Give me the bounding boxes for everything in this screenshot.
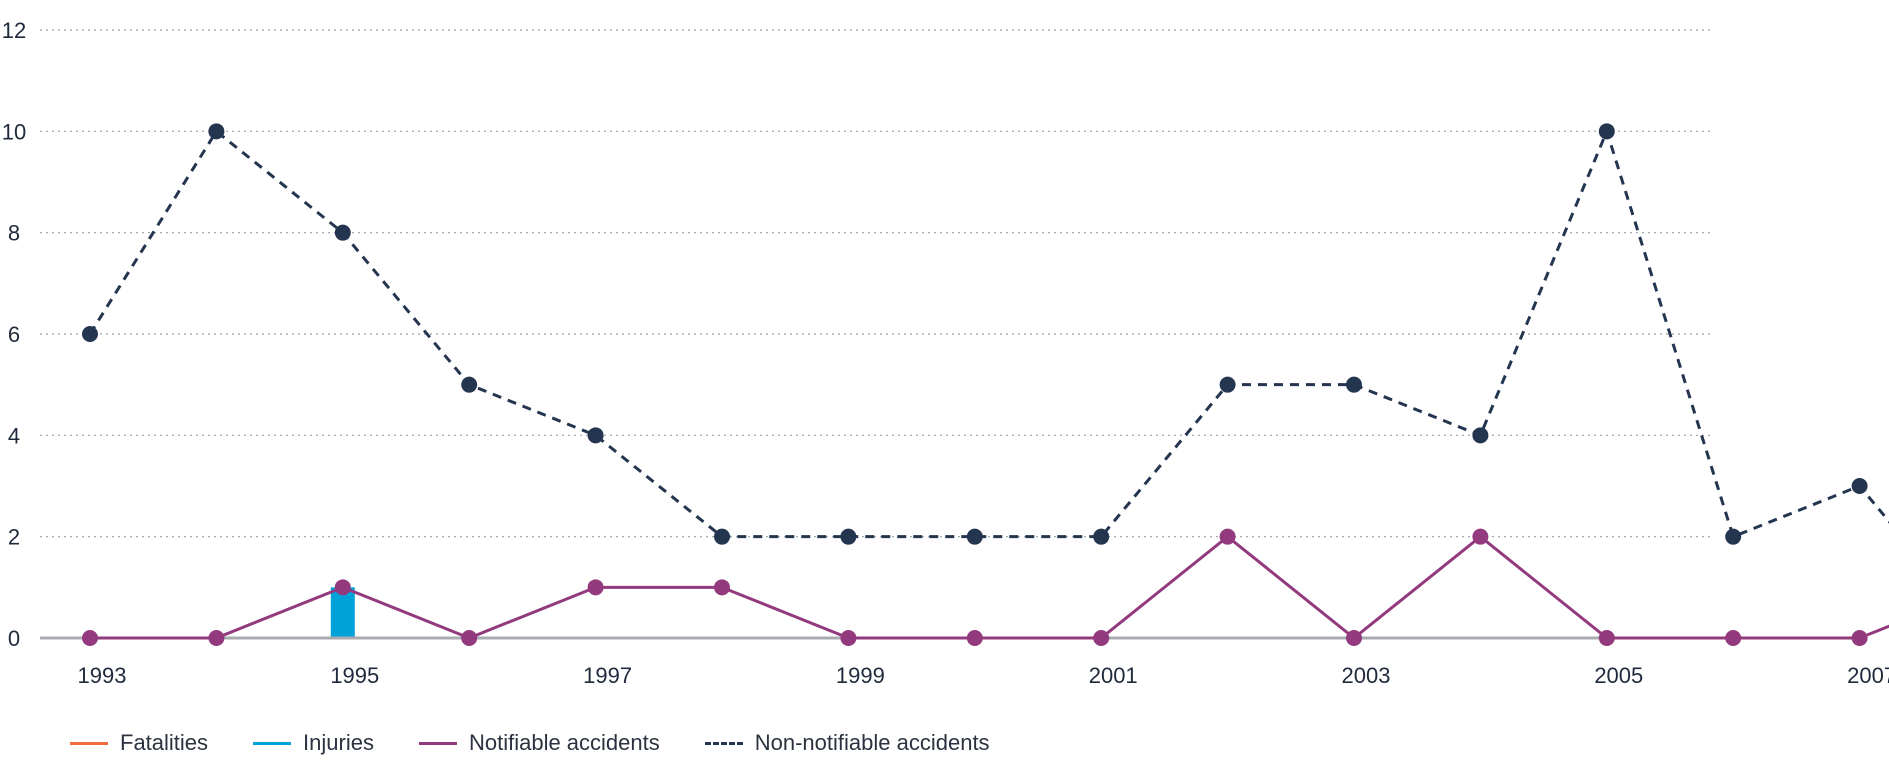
legend-swatch-notifiable-accidents — [418, 741, 457, 745]
point-notifiable-accidents — [840, 630, 857, 646]
y-tick-label: 6 — [8, 322, 20, 347]
gridlines — [40, 29, 1710, 538]
legend: Fatalities Injuries Notifiable accidents… — [70, 730, 1035, 756]
point-non-notifiable-accidents — [1219, 376, 1236, 393]
legend-label-notifiable-accidents: Notifiable accidents — [468, 730, 660, 755]
point-non-notifiable-accidents — [840, 528, 857, 545]
x-tick-label: 2003 — [1342, 663, 1391, 688]
x-tick-label: 1995 — [330, 663, 379, 688]
point-non-notifiable-accidents — [1725, 528, 1742, 545]
legend-label-non-notifiable-accidents: Non-notifiable accidents — [754, 730, 990, 755]
point-notifiable-accidents — [334, 579, 351, 596]
legend-item-injuries: Injuries — [253, 730, 374, 756]
legend-item-non-notifiable-accidents: Non-notifiable accidents — [704, 730, 990, 756]
x-tick-label: 1993 — [78, 663, 127, 688]
legend-label-injuries: Injuries — [303, 730, 374, 755]
point-non-notifiable-accidents — [587, 427, 604, 444]
y-tick-label: 12 — [2, 18, 26, 43]
x-tick-label: 2007 — [1847, 663, 1889, 688]
point-notifiable-accidents — [82, 630, 98, 646]
y-tick-label: 2 — [8, 525, 20, 550]
legend-swatch-fatalities — [70, 741, 108, 745]
point-non-notifiable-accidents — [1346, 376, 1362, 393]
point-non-notifiable-accidents — [714, 528, 730, 545]
line-notifiable-accidents — [90, 535, 1889, 640]
x-tick-label: 2005 — [1594, 663, 1643, 688]
point-notifiable-accidents — [208, 630, 225, 646]
point-non-notifiable-accidents — [334, 224, 351, 241]
chart: 0 2 4 6 8 10 12 1993 1995 1997 1999 2001 2003 2005 20… — [2, 18, 1889, 688]
point-notifiable-accidents — [1093, 630, 1110, 646]
point-notifiable-accidents — [1598, 630, 1615, 646]
x-tick-label: 2001 — [1089, 663, 1138, 688]
point-non-notifiable-accidents — [82, 326, 98, 342]
y-tick-label: 8 — [8, 221, 20, 246]
x-tick-label: 1999 — [836, 663, 885, 688]
point-notifiable-accidents — [966, 630, 983, 646]
point-non-notifiable-accidents — [208, 123, 225, 140]
x-tick-label: 1997 — [583, 663, 632, 688]
line-series — [82, 123, 1889, 646]
x-axis-tick-labels: 1993199519971999200120032005200720092011… — [78, 663, 1889, 688]
point-non-notifiable-accidents — [1093, 528, 1110, 545]
point-notifiable-accidents — [1346, 630, 1362, 646]
point-notifiable-accidents — [714, 579, 730, 596]
point-non-notifiable-accidents — [461, 376, 478, 393]
legend-label-fatalities: Fatalities — [120, 730, 209, 755]
point-non-notifiable-accidents — [1851, 478, 1868, 494]
legend-swatch-non-notifiable-accidents — [704, 741, 743, 745]
point-non-notifiable-accidents — [1598, 123, 1615, 140]
y-tick-label: 0 — [8, 626, 20, 651]
bar-injuries — [330, 587, 355, 638]
point-non-notifiable-accidents — [1472, 427, 1489, 444]
point-notifiable-accidents — [1851, 630, 1868, 646]
point-notifiable-accidents — [461, 630, 478, 646]
point-notifiable-accidents — [1219, 528, 1236, 545]
line-non-notifiable-accidents — [88, 129, 1889, 539]
point-notifiable-accidents — [1472, 528, 1489, 545]
y-tick-label: 10 — [2, 119, 26, 144]
point-non-notifiable-accidents — [966, 528, 983, 545]
legend-item-notifiable-accidents: Notifiable accidents — [418, 730, 660, 756]
y-tick-label: 4 — [8, 423, 20, 448]
legend-swatch-injuries — [253, 741, 292, 745]
legend-item-fatalities: Fatalities — [70, 730, 208, 756]
point-notifiable-accidents — [587, 579, 604, 596]
point-notifiable-accidents — [1725, 630, 1742, 646]
bar-series — [330, 587, 355, 638]
y-axis-tick-labels: 0 2 4 6 8 10 12 — [2, 18, 26, 651]
